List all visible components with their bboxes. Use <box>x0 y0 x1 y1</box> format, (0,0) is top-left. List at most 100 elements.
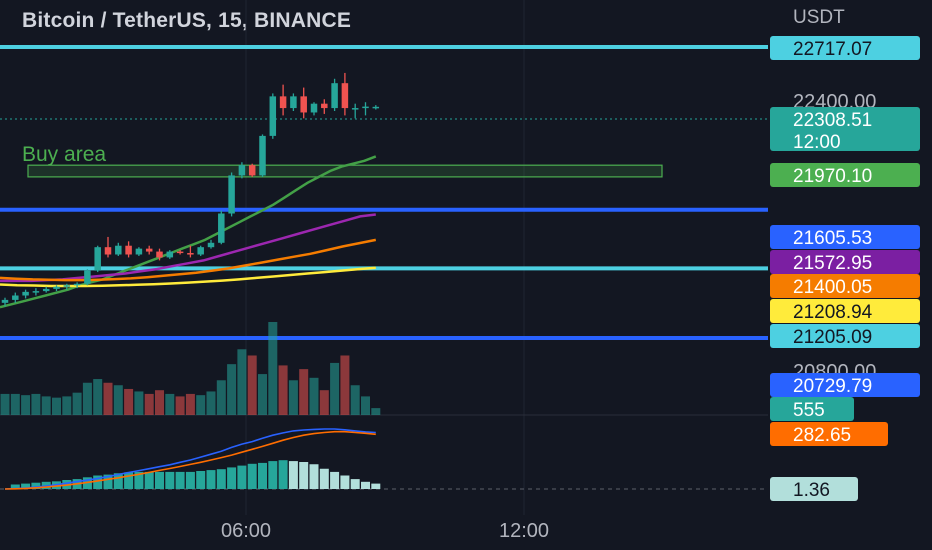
candle[interactable] <box>279 84 287 116</box>
price-tag-background <box>770 274 920 298</box>
price-tag[interactable]: 1.36 <box>770 477 858 501</box>
candle[interactable] <box>218 210 225 245</box>
price-tag-background <box>770 225 920 249</box>
macd-histogram-bar <box>196 471 206 489</box>
volume-bar <box>31 393 41 415</box>
candle[interactable] <box>310 102 318 116</box>
candle[interactable] <box>42 286 50 293</box>
candle[interactable] <box>145 245 153 255</box>
candle[interactable] <box>22 289 29 299</box>
candle-body <box>218 213 225 243</box>
price-tag[interactable]: 21605.53 <box>770 225 920 249</box>
macd-histogram-bar <box>319 468 329 489</box>
volume-bar <box>258 374 267 415</box>
candle-body <box>42 288 50 292</box>
price-tag[interactable]: 22717.07 <box>770 36 920 60</box>
candle[interactable] <box>238 162 246 179</box>
volume-bar <box>0 393 10 415</box>
candle[interactable] <box>372 105 380 110</box>
candle[interactable] <box>248 163 256 177</box>
price-tag[interactable]: 21970.10 <box>770 163 920 187</box>
macd-histogram-bar <box>185 471 195 489</box>
candle[interactable] <box>321 99 328 114</box>
candle-body <box>300 96 307 113</box>
volume-bar <box>41 396 51 415</box>
candle-body <box>145 248 153 252</box>
volume-bar <box>21 395 31 415</box>
candle-body <box>197 247 204 255</box>
volume-bar <box>268 322 278 415</box>
candle[interactable] <box>197 245 204 256</box>
price-tag-label: 555 <box>793 400 825 421</box>
volume-bar <box>10 393 20 415</box>
candle[interactable] <box>1 297 9 307</box>
candle-body <box>12 295 19 300</box>
candle-body <box>372 106 380 109</box>
candle[interactable] <box>73 282 81 289</box>
candle[interactable] <box>84 269 91 286</box>
moving-average-line <box>0 266 376 288</box>
volume-bar <box>196 395 206 415</box>
candle[interactable] <box>104 236 112 258</box>
volume-bar <box>72 392 82 415</box>
candle-body <box>269 96 277 136</box>
volume-bar <box>103 382 113 415</box>
volume-bar <box>278 365 288 415</box>
price-tag-background <box>770 373 920 397</box>
candle[interactable] <box>125 241 132 258</box>
candle[interactable] <box>300 87 307 119</box>
candle[interactable] <box>290 93 297 112</box>
candle-body <box>32 291 40 293</box>
candle[interactable] <box>156 248 163 261</box>
macd-histogram-bar <box>103 474 113 489</box>
candle[interactable] <box>135 247 143 256</box>
symbol-title[interactable]: Bitcoin / TetherUS, 15, BINANCE <box>22 9 352 32</box>
candle[interactable] <box>94 245 101 273</box>
volume-bar <box>371 408 381 415</box>
candle-body <box>187 253 194 255</box>
candle[interactable] <box>351 103 359 119</box>
volume-bar <box>82 382 92 415</box>
candle-body <box>115 245 122 255</box>
candle[interactable] <box>269 93 277 139</box>
candle[interactable] <box>331 78 338 112</box>
price-tag[interactable]: 21208.94 <box>770 299 920 323</box>
axis-unit-label[interactable]: USDT <box>793 7 845 28</box>
volume-bar <box>93 379 103 415</box>
price-tag[interactable]: 20729.79 <box>770 373 920 397</box>
volume-bar <box>319 390 329 415</box>
macd-histogram-bar <box>144 471 154 489</box>
price-tag[interactable]: 21205.09 <box>770 324 920 348</box>
price-tag[interactable]: 555 <box>770 397 854 421</box>
candle[interactable] <box>187 245 194 258</box>
candle[interactable] <box>259 134 266 177</box>
candle-body <box>341 83 349 109</box>
macd-histogram-bar <box>175 471 185 489</box>
candle[interactable] <box>176 250 184 255</box>
candle[interactable] <box>32 288 40 296</box>
price-tag-label: 21605.53 <box>793 228 872 249</box>
candle[interactable] <box>362 102 369 116</box>
candle[interactable] <box>341 72 349 116</box>
price-tag[interactable]: 282.65 <box>770 422 888 446</box>
price-tag[interactable]: 21572.95 <box>770 250 920 274</box>
candle[interactable] <box>166 250 174 259</box>
x-tick-label: 12:00 <box>499 520 549 542</box>
candle[interactable] <box>228 172 235 217</box>
candle[interactable] <box>12 292 19 303</box>
candle[interactable] <box>115 242 122 256</box>
price-tag-label: 21208.94 <box>793 302 873 323</box>
volume-bar <box>124 388 134 415</box>
volume-bar <box>206 391 216 415</box>
candle[interactable] <box>53 285 60 292</box>
candle[interactable] <box>63 283 71 290</box>
macd-histogram-bar <box>165 471 175 489</box>
candle-body <box>73 283 81 286</box>
macd-histogram-bar <box>247 463 257 489</box>
price-tag[interactable]: 21400.05 <box>770 274 920 298</box>
volume-bar <box>52 397 61 415</box>
candle-body <box>351 108 359 110</box>
candle[interactable] <box>207 239 215 249</box>
